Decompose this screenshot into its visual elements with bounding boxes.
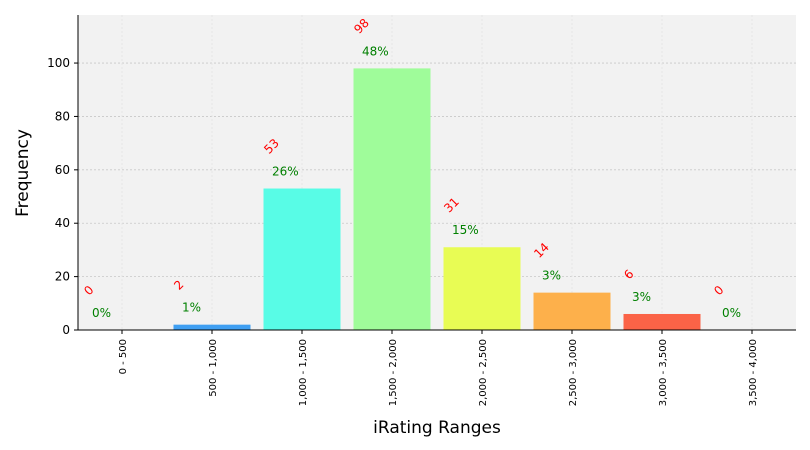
bar [263, 188, 341, 330]
y-axis-ticks: 0 20 40 60 80 100 [47, 56, 78, 337]
x-tick-label: 0 - 500 [118, 339, 129, 374]
x-tick-label: 1,500 - 2,000 [388, 339, 399, 406]
bar [533, 292, 611, 330]
plot-area [78, 15, 796, 330]
percent-label: 3% [632, 290, 651, 304]
x-tick-label: 1,000 - 1,500 [298, 339, 309, 406]
x-tick-label: 3,000 - 3,500 [658, 339, 669, 406]
y-tick-label: 60 [55, 163, 70, 177]
bar [623, 313, 701, 330]
x-tick-label: 500 - 1,000 [208, 339, 219, 397]
bar [353, 68, 431, 330]
y-tick-label: 20 [55, 270, 70, 284]
x-tick-label: 3,500 - 4,000 [748, 339, 759, 406]
percent-label: 48% [362, 44, 389, 58]
percent-label: 3% [542, 269, 561, 283]
percent-label: 1% [182, 301, 201, 315]
bar [443, 247, 521, 330]
x-axis-title: iRating Ranges [373, 418, 501, 438]
percent-label: 26% [272, 165, 299, 179]
x-tick-label: 2,500 - 3,000 [568, 339, 579, 406]
bars [173, 68, 701, 330]
y-axis-title: Frequency [13, 129, 33, 217]
y-tick-label: 0 [62, 323, 70, 337]
x-tick-label: 2,000 - 2,500 [478, 339, 489, 406]
y-tick-label: 40 [55, 216, 70, 230]
x-axis-ticks: 0 - 500 500 - 1,000 1,000 - 1,500 1,500 - 2… [118, 330, 759, 406]
y-tick-label: 100 [47, 56, 70, 70]
percent-label: 0% [722, 306, 741, 320]
bar [173, 324, 251, 330]
percent-label: 0% [92, 306, 111, 320]
percent-label: 15% [452, 223, 479, 237]
y-tick-label: 80 [55, 109, 70, 123]
